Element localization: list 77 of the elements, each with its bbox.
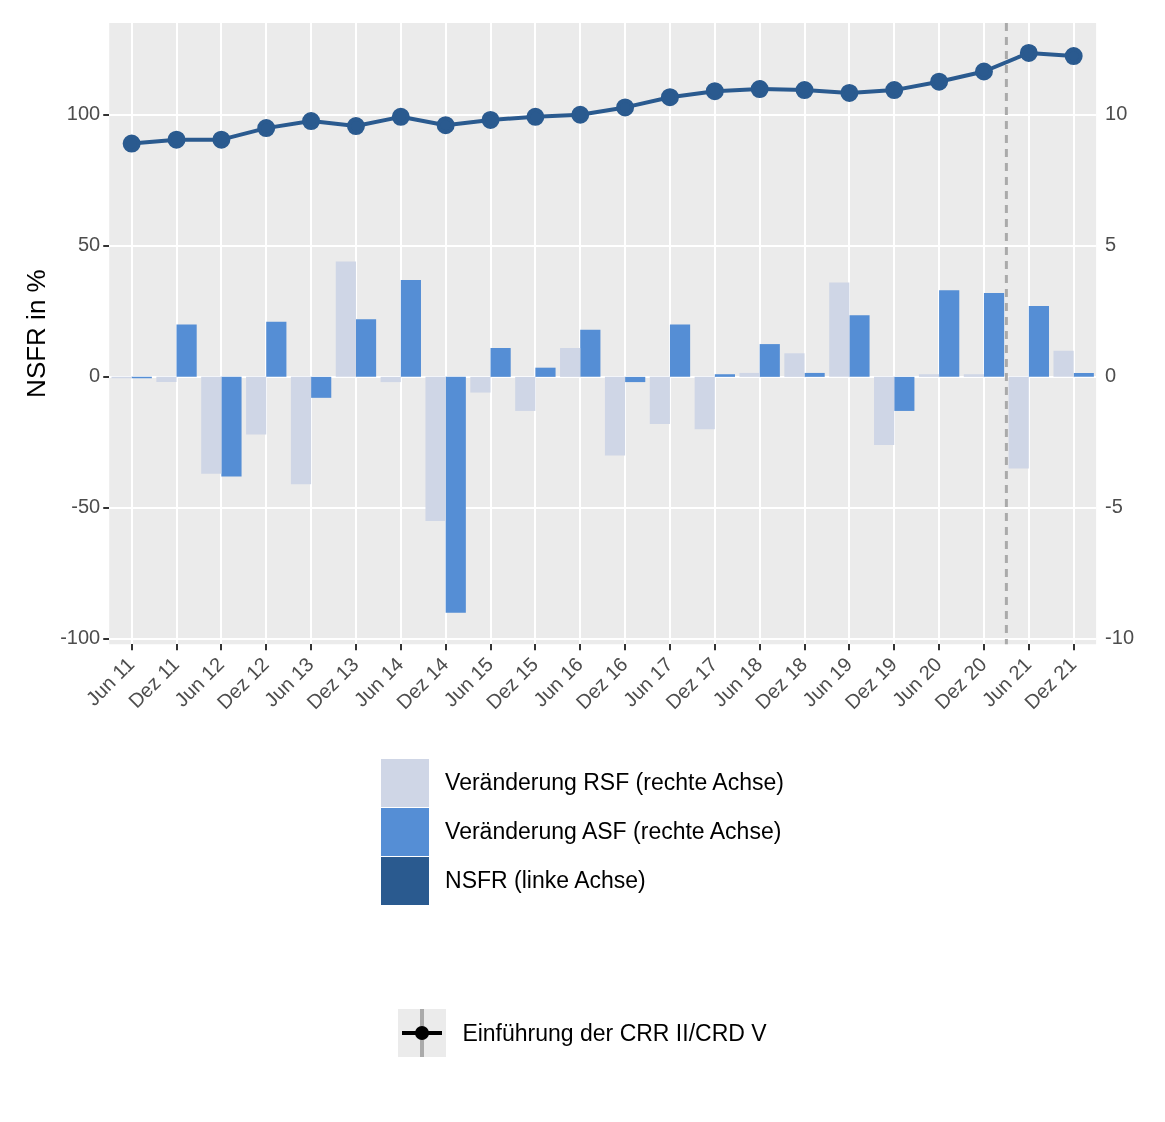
legend-label: Veränderung ASF (rechte Achse) — [445, 818, 782, 845]
bar — [266, 321, 287, 377]
bar — [829, 282, 850, 377]
y2-tick-label: 0 — [1105, 364, 1117, 387]
y2-tick-label: -10 — [1105, 626, 1134, 649]
bar — [1008, 376, 1029, 469]
bar — [445, 376, 466, 613]
point — [885, 81, 904, 100]
bar — [355, 319, 377, 377]
point — [750, 80, 769, 99]
bar — [246, 376, 267, 435]
bar — [1053, 350, 1074, 377]
point — [705, 82, 724, 101]
bar — [176, 324, 197, 377]
bar — [625, 376, 646, 383]
point — [616, 98, 635, 117]
point — [795, 81, 814, 100]
bar — [939, 290, 960, 377]
bar — [1073, 372, 1094, 377]
point — [391, 107, 410, 126]
bar — [714, 374, 735, 377]
legend-label: Einführung der CRR II/CRD V — [462, 1019, 767, 1047]
bar — [649, 376, 670, 425]
point — [212, 130, 231, 149]
point — [660, 88, 679, 107]
y2-tick-label: 5 — [1105, 233, 1117, 256]
point — [436, 116, 455, 135]
point — [526, 107, 545, 126]
bar — [604, 376, 626, 456]
point — [930, 72, 949, 91]
bar — [400, 279, 421, 377]
y-tick-label: -100 — [60, 626, 101, 649]
bar — [490, 348, 511, 377]
bar — [335, 261, 356, 377]
point — [571, 105, 590, 124]
legend-label: NSFR (linke Achse) — [445, 867, 646, 894]
bar — [580, 329, 601, 377]
bar — [560, 348, 581, 377]
bar — [1028, 306, 1049, 377]
bar — [784, 353, 805, 377]
bar — [380, 376, 401, 383]
y2-tick-label: 10 — [1105, 102, 1128, 125]
bar — [290, 376, 312, 485]
bar — [669, 324, 691, 377]
point — [1064, 47, 1083, 66]
point — [302, 112, 321, 131]
point — [840, 83, 859, 102]
bar — [804, 372, 825, 377]
y-tick-label: 100 — [66, 102, 101, 125]
y-tick-label: -50 — [71, 495, 101, 518]
point — [167, 130, 186, 149]
bar — [201, 376, 222, 474]
bar — [874, 376, 895, 446]
bar — [739, 372, 760, 377]
point — [346, 117, 365, 136]
bar — [535, 367, 556, 377]
bar — [694, 376, 715, 430]
point — [257, 119, 276, 138]
bar — [221, 376, 242, 477]
bar — [894, 376, 915, 411]
bar — [156, 376, 177, 383]
point — [122, 134, 141, 153]
y2-tick-label: -5 — [1105, 495, 1123, 518]
point — [974, 62, 993, 81]
y-axis-title: NSFR in % — [20, 269, 51, 398]
bar — [470, 376, 491, 393]
y-tick-label: 0 — [89, 364, 101, 387]
bar — [759, 344, 780, 377]
point — [481, 110, 500, 129]
bar — [425, 376, 446, 522]
bar — [983, 292, 1005, 377]
y-tick-label: 50 — [77, 233, 101, 256]
bar — [849, 315, 870, 377]
legend-label: Veränderung RSF (rechte Achse) — [445, 769, 784, 796]
bar — [311, 376, 332, 398]
point — [1019, 43, 1038, 62]
bar — [515, 376, 536, 411]
